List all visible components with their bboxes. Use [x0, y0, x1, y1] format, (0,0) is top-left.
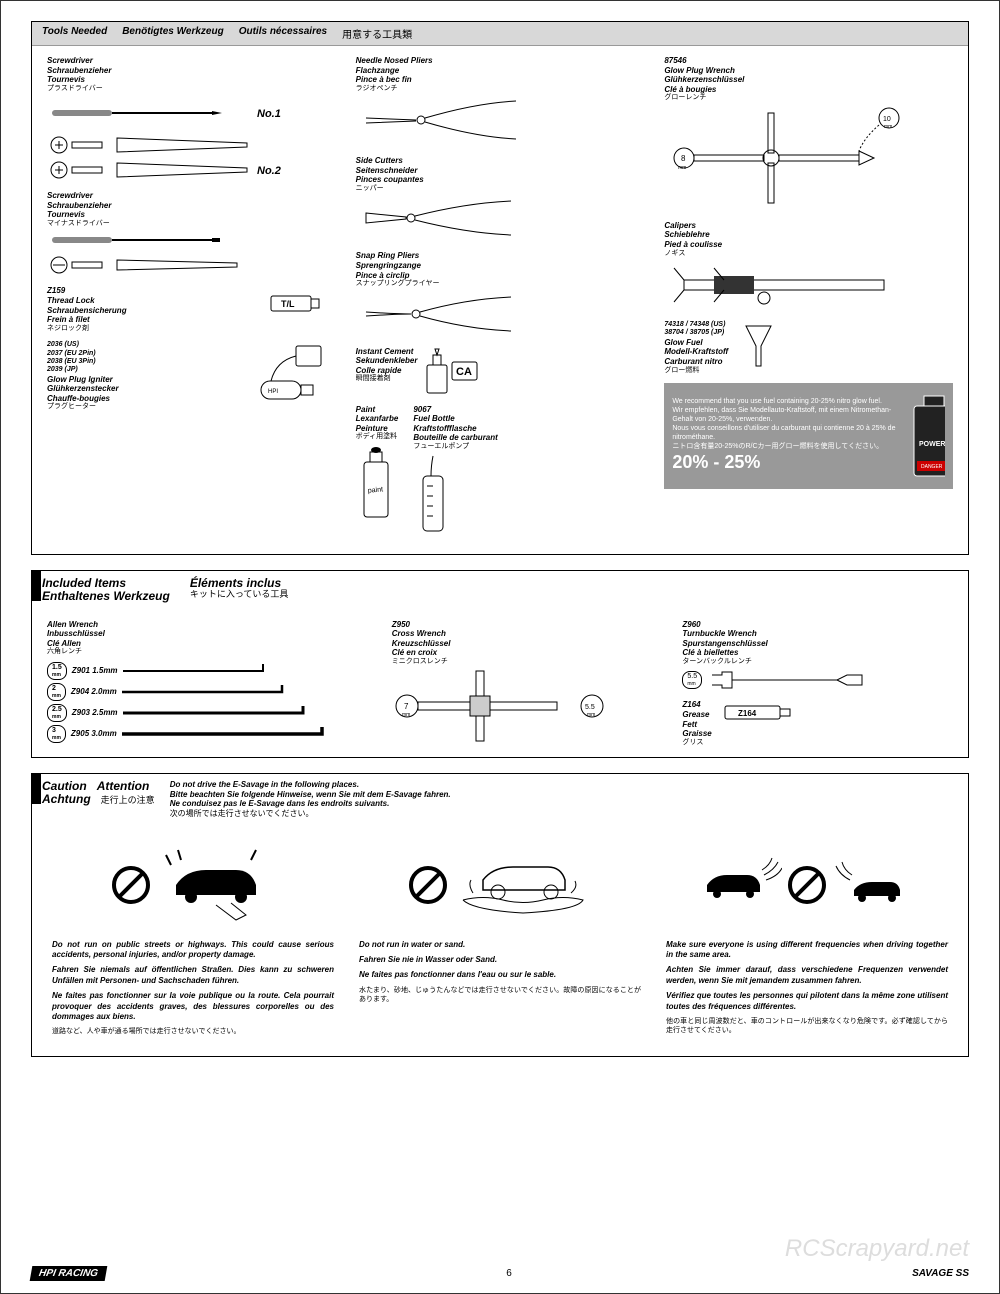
svg-text:7: 7 [404, 702, 409, 711]
glow-fuel: 74318 / 74348 (US) 38704 / 38705 (JP) Gl… [664, 321, 953, 375]
cross-wrench: Z950 Cross Wrench Kreuzschlüssel Clé en … [392, 620, 663, 748]
car-signal-icon-2 [832, 850, 922, 920]
turnbuckle-wrench-icon [707, 670, 867, 690]
screwdriver-icon: No.1 [47, 93, 287, 133]
svg-text:No.1: No.1 [257, 108, 281, 120]
threadlock-tube-icon: T/L [266, 286, 336, 321]
svg-text:10: 10 [883, 116, 891, 123]
tools-needed-section: Tools Needed Benötigtes Werkzeug Outils … [31, 21, 969, 555]
svg-text:mm: mm [884, 124, 892, 130]
screwdriver-phillips: Screwdriver Schraubenzieher Tournevis プラ… [47, 56, 336, 183]
svg-text:T/L: T/L [281, 299, 295, 309]
svg-text:paint: paint [367, 486, 383, 494]
calipers: Calipers Schieblehre Pied à coulisse ノギス [664, 221, 953, 313]
funnel-icon [736, 321, 781, 371]
page-number: 6 [506, 1268, 512, 1279]
svg-text:5.5: 5.5 [585, 704, 595, 711]
prohibition-icon [408, 865, 448, 905]
screw-icon [47, 133, 287, 158]
snap-ring-pliers: Snap Ring Pliers Sprengringzange Pince à… [356, 251, 645, 338]
svg-text:mm: mm [587, 712, 595, 718]
side-cutters: Side Cutters Seitenschneider Pinces coup… [356, 156, 645, 243]
caution-streets: Do not run on public streets or highways… [52, 840, 334, 1042]
header-jp: 用意する工具類 [342, 26, 412, 41]
instant-cement: Instant Cement Sekundenkleber Colle rapi… [356, 347, 645, 397]
svg-text:DANGER: DANGER [921, 464, 943, 470]
caution-section: Caution Attention Achtung 走行上の注意 Do not … [31, 773, 969, 1057]
calipers-icon [664, 258, 904, 313]
screw-icon-2: No.2 [47, 158, 287, 183]
car-signal-icon [692, 850, 782, 920]
glow-plug-igniter: 2036 (US) 2037 (EU 2Pin) 2038 (EU 3Pin) … [47, 341, 336, 412]
page-footer: HPI RACING 6 SAVAGE SS [31, 1266, 969, 1281]
included-items-section: Included Items Enthaltenes Werkzeug Élém… [31, 570, 969, 758]
igniter-icon: HPI [256, 341, 336, 411]
needle-pliers: Needle Nosed Pliers Flachzange Pince à b… [356, 56, 645, 148]
cross-wrench-icon: 8mm10mm [664, 103, 904, 213]
prohibition-icon [111, 865, 151, 905]
svg-text:POWER FUEL: POWER FUEL [919, 441, 945, 448]
car-water-icon [453, 845, 593, 925]
included-header: Included Items Enthaltenes Werkzeug Élém… [32, 571, 968, 609]
product-name: SAVAGE SS [912, 1268, 969, 1279]
side-cutters-icon [356, 193, 536, 243]
fuel-recommendation: We recommend that you use fuel containin… [664, 383, 953, 489]
cross-wrench-icon: 7mm5.5mm [392, 666, 612, 746]
car-crash-icon [156, 845, 276, 925]
fuel-bottle: 9067 Fuel Bottle Kraftstoffflasche Boute… [413, 405, 497, 537]
paint: Paint Lexanfarbe Peinture ボディ用塗料 paint [356, 405, 399, 537]
snap-pliers-icon [356, 289, 536, 339]
manual-page: Tools Needed Benötigtes Werkzeug Outils … [0, 0, 1000, 1294]
needle-pliers-icon [356, 93, 536, 148]
ca-bottle-icon: CA [422, 347, 482, 397]
spray-can-icon: paint [356, 442, 396, 522]
svg-text:mm: mm [678, 165, 686, 171]
screwdriver-flat: Screwdriver Schraubenzieher Tournevis マイ… [47, 191, 336, 278]
prohibition-icon [787, 865, 827, 905]
fuel-can-icon: POWER FUEL DANGER [909, 391, 945, 481]
header-de: Benötigtes Werkzeug [122, 26, 224, 41]
grease: Z164 Grease Fett Graisse グリス Z164 [682, 700, 953, 747]
brand-logo: HPI RACING [30, 1266, 108, 1281]
svg-text:CA: CA [456, 366, 472, 378]
thread-lock: Z159 Thread Lock Schraubensicherung Frei… [47, 286, 336, 333]
tools-header: Tools Needed Benötigtes Werkzeug Outils … [32, 22, 968, 46]
caution-water: Do not run in water or sand. Fahren Sie … [359, 840, 641, 1042]
svg-text:No.2: No.2 [257, 165, 281, 177]
svg-text:Z164: Z164 [738, 709, 757, 718]
svg-text:mm: mm [402, 712, 410, 718]
flat-screw-icon [47, 253, 287, 278]
fuel-bottle-icon [413, 451, 453, 536]
allen-wrench-set: Allen Wrench Inbusschlüssel Clé Allen 六角… [47, 620, 372, 748]
header-en: Tools Needed [42, 26, 107, 41]
watermark: RCScrapyard.net [785, 1235, 969, 1263]
svg-text:8: 8 [681, 154, 686, 163]
grease-tube-icon: Z164 [720, 700, 810, 725]
glow-plug-wrench: 87546 Glow Plug Wrench Glühkerzenschlüss… [664, 56, 953, 213]
caution-header: Caution Attention Achtung 走行上の注意 Do not … [32, 774, 968, 824]
flat-screwdriver-icon [47, 228, 287, 253]
header-fr: Outils nécessaires [239, 26, 327, 41]
svg-text:HPI: HPI [268, 389, 278, 395]
caution-frequency: Make sure everyone is using different fr… [666, 840, 948, 1042]
turnbuckle-wrench: Z960 Turnbuckle Wrench Spurstangenschlüs… [682, 620, 953, 691]
